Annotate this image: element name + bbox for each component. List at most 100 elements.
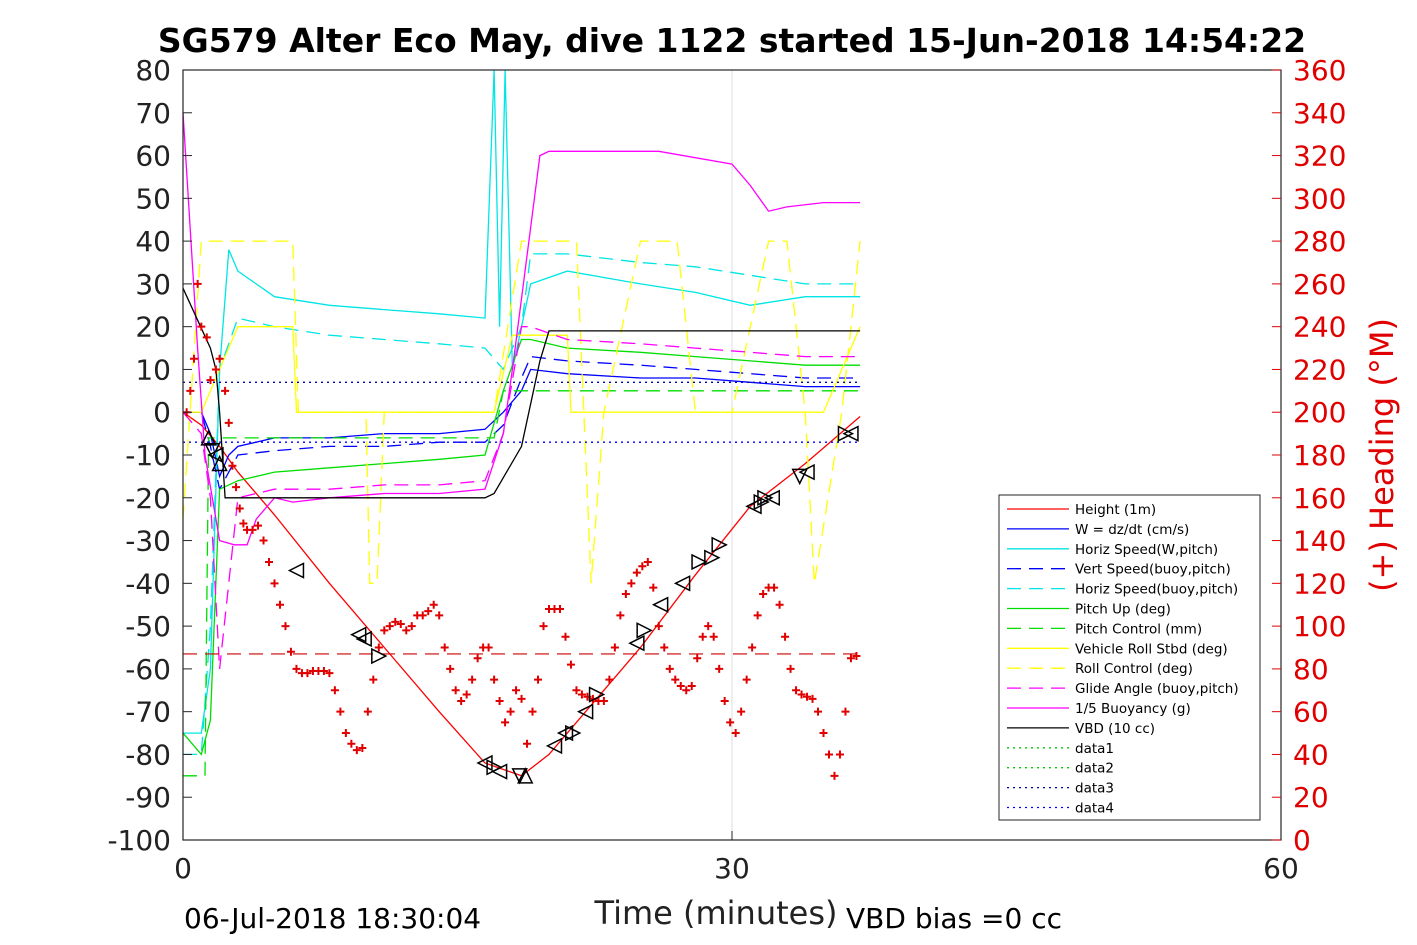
heading-point bbox=[369, 675, 378, 684]
heading-point bbox=[495, 696, 504, 705]
heading-point bbox=[665, 664, 674, 673]
heading-point bbox=[528, 707, 537, 716]
heading-point bbox=[660, 643, 669, 652]
right-tick-label: 100 bbox=[1293, 610, 1346, 643]
right-tick-label: 320 bbox=[1293, 140, 1346, 173]
triangle-marker bbox=[691, 553, 708, 571]
heading-point bbox=[512, 686, 521, 695]
left-tick-label: 70 bbox=[135, 97, 171, 130]
heading-point bbox=[468, 675, 477, 684]
heading-point bbox=[319, 667, 328, 676]
heading-point bbox=[352, 746, 361, 755]
heading-point bbox=[846, 654, 855, 663]
chart-title: SG579 Alter Eco May, dive 1122 started 1… bbox=[158, 21, 1306, 60]
legend-entry: Roll Control (deg) bbox=[1075, 661, 1193, 677]
legend-entry: Vert Speed(buoy,pitch) bbox=[1075, 562, 1231, 578]
triangle-marker bbox=[798, 463, 815, 481]
heading-point bbox=[643, 557, 652, 566]
triangle-marker bbox=[753, 493, 770, 511]
triangle-marker bbox=[757, 489, 774, 506]
heading-point bbox=[429, 600, 438, 609]
x-tick-label: 30 bbox=[714, 852, 750, 885]
heading-point bbox=[341, 729, 350, 738]
heading-point bbox=[286, 647, 295, 656]
heading-point bbox=[748, 643, 757, 652]
left-tick-label: -70 bbox=[125, 696, 171, 729]
heading-point bbox=[775, 600, 784, 609]
heading-point bbox=[490, 675, 499, 684]
heading-point bbox=[808, 694, 817, 703]
heading-point bbox=[292, 664, 301, 673]
heading-point bbox=[824, 750, 833, 759]
heading-point bbox=[671, 675, 680, 684]
right-tick-label: 220 bbox=[1293, 353, 1346, 386]
right-tick-label: 280 bbox=[1293, 225, 1346, 258]
series-line bbox=[183, 355, 861, 492]
legend-entry: Height (1m) bbox=[1075, 502, 1156, 518]
triangle-marker bbox=[763, 489, 781, 506]
heading-point bbox=[852, 652, 861, 661]
heading-point bbox=[599, 696, 608, 705]
left-tick-label: -40 bbox=[125, 567, 171, 600]
heading-point bbox=[693, 654, 702, 663]
right-tick-label: 340 bbox=[1293, 97, 1346, 130]
heading-point bbox=[270, 579, 279, 588]
x-axis-label: Time (minutes) bbox=[594, 894, 838, 932]
triangle-marker bbox=[842, 425, 859, 442]
triangle-marker bbox=[576, 703, 594, 720]
series-line bbox=[183, 390, 861, 777]
right-y-axis: 3603403203002802602402202001801601401201… bbox=[1272, 54, 1346, 857]
right-tick-label: 240 bbox=[1293, 311, 1346, 344]
legend: Height (1m) W = dz/dt (cm/s) Horiz Speed(W… bbox=[998, 494, 1261, 821]
series-line bbox=[182, 287, 861, 499]
triangle-marker bbox=[287, 562, 305, 579]
heading-point bbox=[440, 643, 449, 652]
heading-point bbox=[731, 729, 740, 738]
heading-point bbox=[446, 664, 455, 673]
series-line bbox=[183, 368, 861, 479]
heading-point bbox=[654, 622, 663, 631]
heading-point bbox=[632, 568, 641, 577]
heading-point bbox=[358, 744, 367, 753]
left-tick-label: 60 bbox=[135, 140, 171, 173]
heading-point bbox=[221, 386, 230, 395]
heading-point bbox=[616, 611, 625, 620]
right-axis-label: (+) Heading (°M) bbox=[1363, 318, 1401, 592]
triangle-marker bbox=[565, 724, 582, 742]
triangle-marker bbox=[371, 647, 388, 665]
left-tick-label: 80 bbox=[135, 54, 171, 87]
heading-point bbox=[391, 617, 400, 626]
x-tick-label: 60 bbox=[1263, 852, 1299, 885]
heading-point bbox=[275, 600, 284, 609]
heading-point bbox=[835, 750, 844, 759]
heading-point bbox=[347, 739, 356, 748]
legend-entry: VBD (10 cc) bbox=[1075, 721, 1155, 737]
legend-entry: data1 bbox=[1075, 741, 1114, 757]
heading-point bbox=[742, 675, 751, 684]
heading-point bbox=[254, 521, 263, 530]
heading-point bbox=[281, 622, 290, 631]
legend-entry: data3 bbox=[1075, 781, 1114, 797]
heading-point bbox=[819, 729, 828, 738]
triangle-marker bbox=[628, 635, 645, 652]
heading-point bbox=[259, 536, 268, 545]
heading-point bbox=[610, 643, 619, 652]
heading-point bbox=[539, 622, 548, 631]
right-tick-label: 20 bbox=[1293, 781, 1329, 814]
heading-point bbox=[720, 696, 729, 705]
heading-point bbox=[506, 707, 515, 716]
triangle-marker bbox=[204, 442, 221, 460]
heading-point bbox=[265, 557, 274, 566]
heading-point bbox=[687, 682, 696, 690]
left-tick-label: 50 bbox=[135, 182, 171, 215]
heading-point bbox=[224, 418, 233, 427]
heading-point bbox=[385, 622, 394, 631]
series-line bbox=[182, 112, 861, 546]
heading-point bbox=[457, 696, 466, 705]
triangle-marker bbox=[516, 767, 534, 784]
heading-point bbox=[676, 682, 685, 690]
series-layer bbox=[182, 69, 861, 777]
heading-point bbox=[698, 632, 707, 641]
heading-point bbox=[193, 279, 202, 288]
legend-entry: 1/5 Buoyancy (g) bbox=[1075, 701, 1191, 717]
